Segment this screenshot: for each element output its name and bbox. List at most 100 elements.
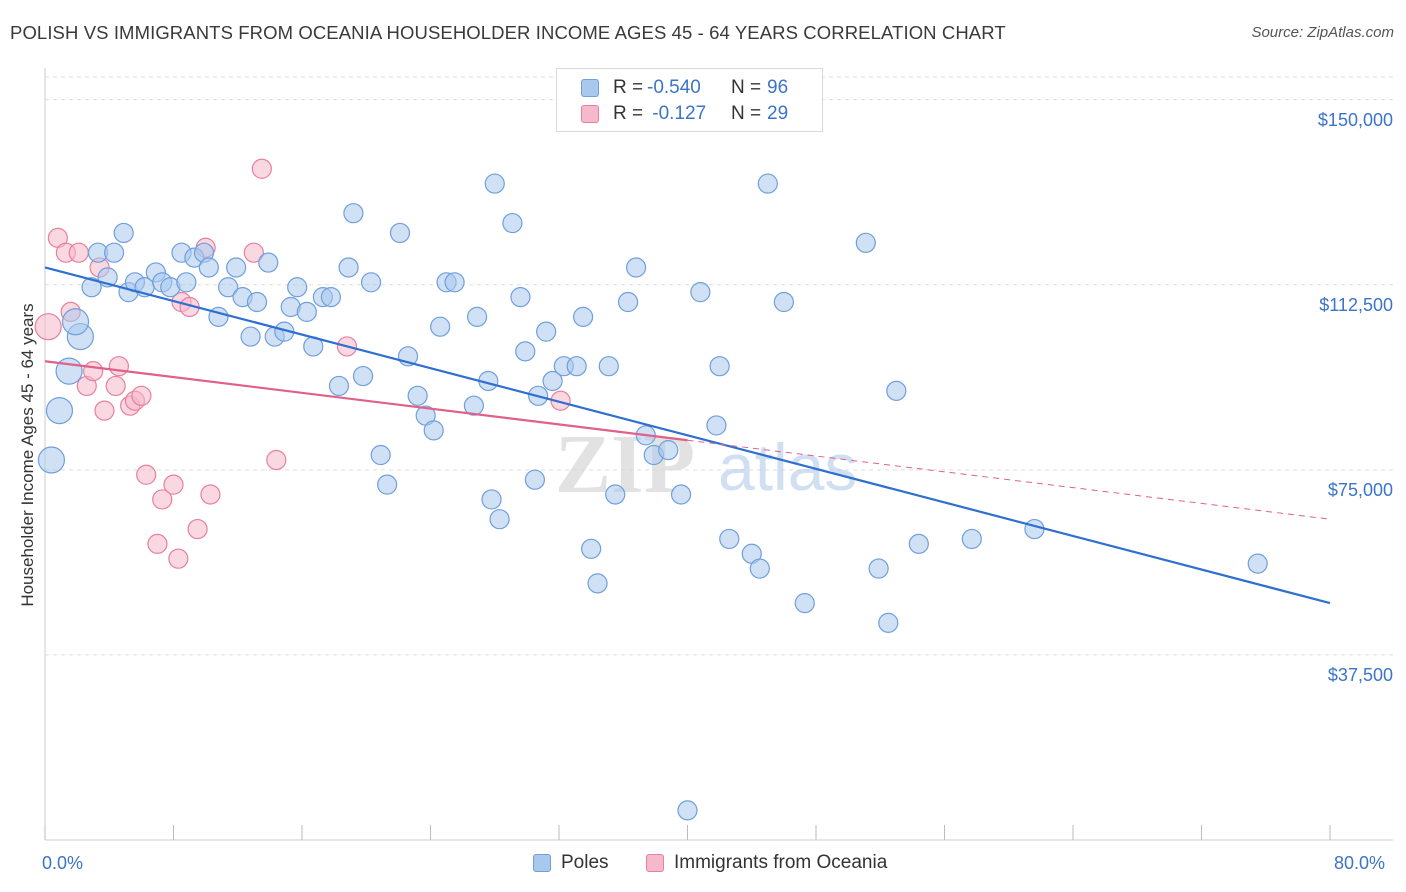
oceania-point bbox=[105, 375, 126, 397]
poles-point bbox=[581, 538, 602, 559]
oceania-point bbox=[168, 548, 189, 569]
poles-point bbox=[320, 286, 342, 308]
y-tick-label: $37,500 bbox=[1327, 664, 1393, 685]
oceania-swatch bbox=[646, 854, 664, 872]
trendlines bbox=[44, 266, 1331, 605]
oceania-point bbox=[83, 361, 104, 382]
oceania-swatch bbox=[581, 105, 599, 123]
n-label: N = bbox=[731, 77, 762, 98]
poles-point bbox=[658, 439, 679, 461]
oceania-point bbox=[251, 158, 272, 179]
oceania-point bbox=[108, 356, 129, 377]
poles-point bbox=[587, 573, 608, 594]
watermark: ZIP atlas bbox=[555, 418, 857, 511]
poles-point bbox=[502, 212, 523, 234]
oceania-point bbox=[243, 242, 264, 263]
r-value: -0.540 bbox=[647, 77, 701, 98]
poles-point bbox=[706, 415, 727, 436]
y-tick-label: $150,000 bbox=[1317, 109, 1393, 130]
poles-point bbox=[690, 282, 711, 303]
poles-point bbox=[794, 592, 815, 614]
r-label: R = bbox=[613, 77, 644, 98]
legend-label-poles: Poles bbox=[561, 852, 609, 873]
oceania-trendline-extension bbox=[687, 439, 1331, 520]
oceania-point bbox=[147, 533, 168, 554]
oceania-point bbox=[68, 242, 89, 263]
source-label: Source: ZipAtlas.com bbox=[1251, 24, 1394, 41]
poles-point bbox=[352, 365, 374, 387]
poles-point bbox=[176, 272, 197, 293]
poles-point bbox=[296, 301, 317, 323]
n-value: 29 bbox=[767, 103, 789, 124]
poles-point bbox=[572, 306, 594, 327]
poles-point bbox=[37, 446, 66, 474]
legend-item-oceania[interactable]: Immigrants from Oceania bbox=[646, 852, 887, 874]
poles-points bbox=[37, 79, 1268, 821]
y-axis-title: Householder Income Ages 45 - 64 years bbox=[18, 303, 37, 607]
poles-point bbox=[757, 173, 778, 194]
legend-item-poles[interactable]: Poles bbox=[533, 852, 609, 874]
poles-point bbox=[81, 277, 102, 298]
poles-point bbox=[719, 528, 740, 550]
oceania-point bbox=[266, 449, 287, 471]
poles-point bbox=[868, 558, 889, 579]
chart-title: POLISH VS IMMIGRANTS FROM OCEANIA HOUSEH… bbox=[10, 22, 1006, 43]
poles-point bbox=[773, 291, 794, 313]
poles-point bbox=[1247, 553, 1268, 574]
x-tick-label-max: 80.0% bbox=[1334, 853, 1386, 873]
y-tick-label: $75,000 bbox=[1327, 479, 1393, 500]
poles-point bbox=[481, 489, 502, 510]
poles-point bbox=[61, 308, 90, 336]
poles-point bbox=[377, 474, 398, 495]
x-tick-label-min: 0.0% bbox=[42, 853, 84, 873]
n-value: 96 bbox=[767, 77, 789, 98]
poles-point bbox=[670, 484, 692, 505]
poles-point bbox=[338, 257, 359, 278]
poles-point bbox=[45, 397, 74, 425]
oceania-point bbox=[34, 313, 62, 341]
poles-point bbox=[617, 291, 639, 313]
poles-point bbox=[103, 242, 125, 263]
poles-point bbox=[709, 356, 730, 377]
stats-legend: R = -0.540 N = 96 R = -0.127 N = 29 bbox=[556, 68, 823, 132]
poles-point bbox=[908, 533, 929, 554]
legend-label-oceania: Immigrants from Oceania bbox=[674, 852, 888, 873]
poles-point bbox=[226, 257, 247, 278]
poles-point bbox=[389, 222, 411, 244]
oceania-trendline bbox=[44, 360, 688, 442]
poles-point bbox=[1024, 518, 1045, 540]
series-legend: Poles Immigrants from Oceania bbox=[0, 852, 1406, 876]
poles-swatch bbox=[533, 854, 551, 872]
poles-point bbox=[961, 528, 982, 550]
oceania-point bbox=[187, 518, 208, 540]
y-tick-label: $112,500 bbox=[1319, 294, 1393, 315]
poles-point bbox=[343, 203, 364, 224]
poles-point bbox=[218, 277, 239, 298]
poles-point bbox=[240, 326, 261, 347]
poles-point bbox=[542, 370, 563, 392]
poles-point bbox=[598, 356, 619, 377]
stats-row-poles: R = -0.540 N = 96 bbox=[581, 76, 788, 100]
poles-point bbox=[625, 257, 647, 278]
watermark-atlas: atlas bbox=[718, 430, 857, 504]
poles-point bbox=[677, 800, 698, 821]
poles-point bbox=[198, 257, 219, 278]
poles-point bbox=[430, 316, 451, 337]
poles-trendline bbox=[44, 266, 1331, 605]
oceania-point bbox=[94, 400, 115, 421]
poles-point bbox=[536, 321, 557, 342]
poles-point bbox=[605, 484, 626, 505]
oceania-point bbox=[152, 489, 173, 510]
poles-point bbox=[515, 341, 536, 362]
poles-swatch bbox=[581, 79, 599, 97]
oceania-point bbox=[200, 484, 221, 505]
poles-point bbox=[466, 306, 488, 327]
poles-point bbox=[287, 277, 308, 298]
poles-point bbox=[360, 272, 382, 293]
r-label: R = bbox=[613, 103, 644, 124]
poles-point bbox=[524, 469, 546, 490]
poles-point bbox=[423, 420, 444, 441]
n-label: N = bbox=[731, 103, 762, 124]
poles-point bbox=[749, 558, 770, 579]
